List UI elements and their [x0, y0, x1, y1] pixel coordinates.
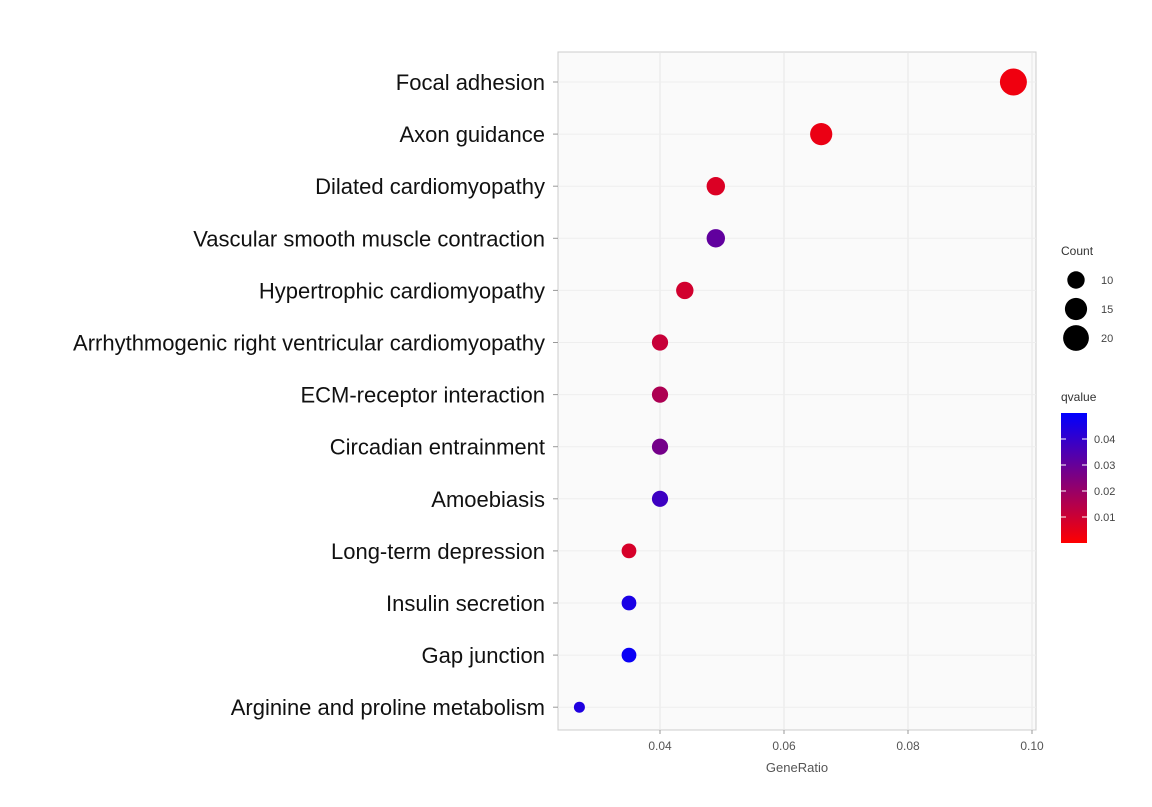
size-legend-dot	[1067, 271, 1085, 289]
grid-lines	[558, 52, 1036, 730]
y-tick-label: Insulin secretion	[386, 591, 545, 616]
size-legend: Count 10 15 20	[1061, 244, 1113, 351]
color-legend-ticks: 0.04 0.03 0.02 0.01	[1061, 434, 1115, 524]
data-point	[573, 701, 585, 713]
y-tick-label: ECM-receptor interaction	[300, 383, 545, 408]
data-point	[651, 490, 669, 507]
y-tick-label: Amoebiasis	[431, 487, 545, 512]
x-axis-title: GeneRatio	[766, 760, 828, 775]
plot-panel	[557, 51, 1037, 731]
y-tick-label: Axon guidance	[399, 122, 545, 147]
size-legend-label: 10	[1101, 275, 1113, 287]
x-tick-label: 0.10	[1020, 739, 1044, 753]
data-point	[999, 68, 1027, 96]
y-tick-label: Arrhythmogenic right ventricular cardiom…	[73, 331, 545, 356]
x-tick-label: 0.04	[648, 739, 672, 753]
y-tick-label: Long-term depression	[331, 539, 545, 564]
data-point	[621, 647, 637, 663]
y-tick-label: Dilated cardiomyopathy	[315, 174, 545, 199]
y-tick-label: Arginine and proline metabolism	[231, 695, 545, 720]
x-axis-tick-labels: 0.04 0.06 0.08 0.10	[648, 730, 1044, 753]
data-point	[706, 177, 725, 196]
y-tick-label: Gap junction	[421, 643, 545, 668]
y-tick-label: Circadian entrainment	[330, 435, 545, 460]
y-tick-label: Focal adhesion	[396, 70, 545, 95]
x-tick-label: 0.08	[896, 739, 920, 753]
data-point	[621, 543, 637, 559]
size-legend-dot	[1063, 325, 1089, 351]
color-legend-tick-label: 0.04	[1094, 434, 1115, 446]
data-point	[676, 281, 694, 300]
color-legend-gradient-bar	[1061, 413, 1087, 543]
data-point	[651, 386, 669, 403]
x-tick-label: 0.06	[772, 739, 796, 753]
color-legend-tick-label: 0.01	[1094, 512, 1115, 524]
y-tick-label: Vascular smooth muscle contraction	[193, 226, 545, 251]
size-legend-label: 20	[1101, 333, 1113, 345]
color-legend-title: qvalue	[1061, 390, 1097, 404]
size-legend-label: 15	[1101, 304, 1113, 316]
data-point	[651, 334, 669, 351]
data-points	[573, 68, 1027, 713]
color-legend-tick-label: 0.03	[1094, 460, 1115, 472]
data-point	[706, 229, 725, 248]
size-legend-dot	[1064, 297, 1088, 321]
y-axis-ticks	[553, 81, 558, 708]
data-point	[810, 123, 833, 146]
y-tick-label: Hypertrophic cardiomyopathy	[259, 278, 545, 303]
y-axis-labels: Focal adhesion Axon guidance Dilated cardi…	[73, 70, 545, 720]
size-legend-items: 10 15 20	[1063, 271, 1113, 351]
color-legend-tick-label: 0.02	[1094, 486, 1115, 498]
data-point	[621, 595, 637, 611]
size-legend-title: Count	[1061, 244, 1094, 258]
data-point	[651, 438, 669, 455]
color-legend: qvalue 0.04 0.03 0.02 0.01	[1061, 390, 1115, 543]
